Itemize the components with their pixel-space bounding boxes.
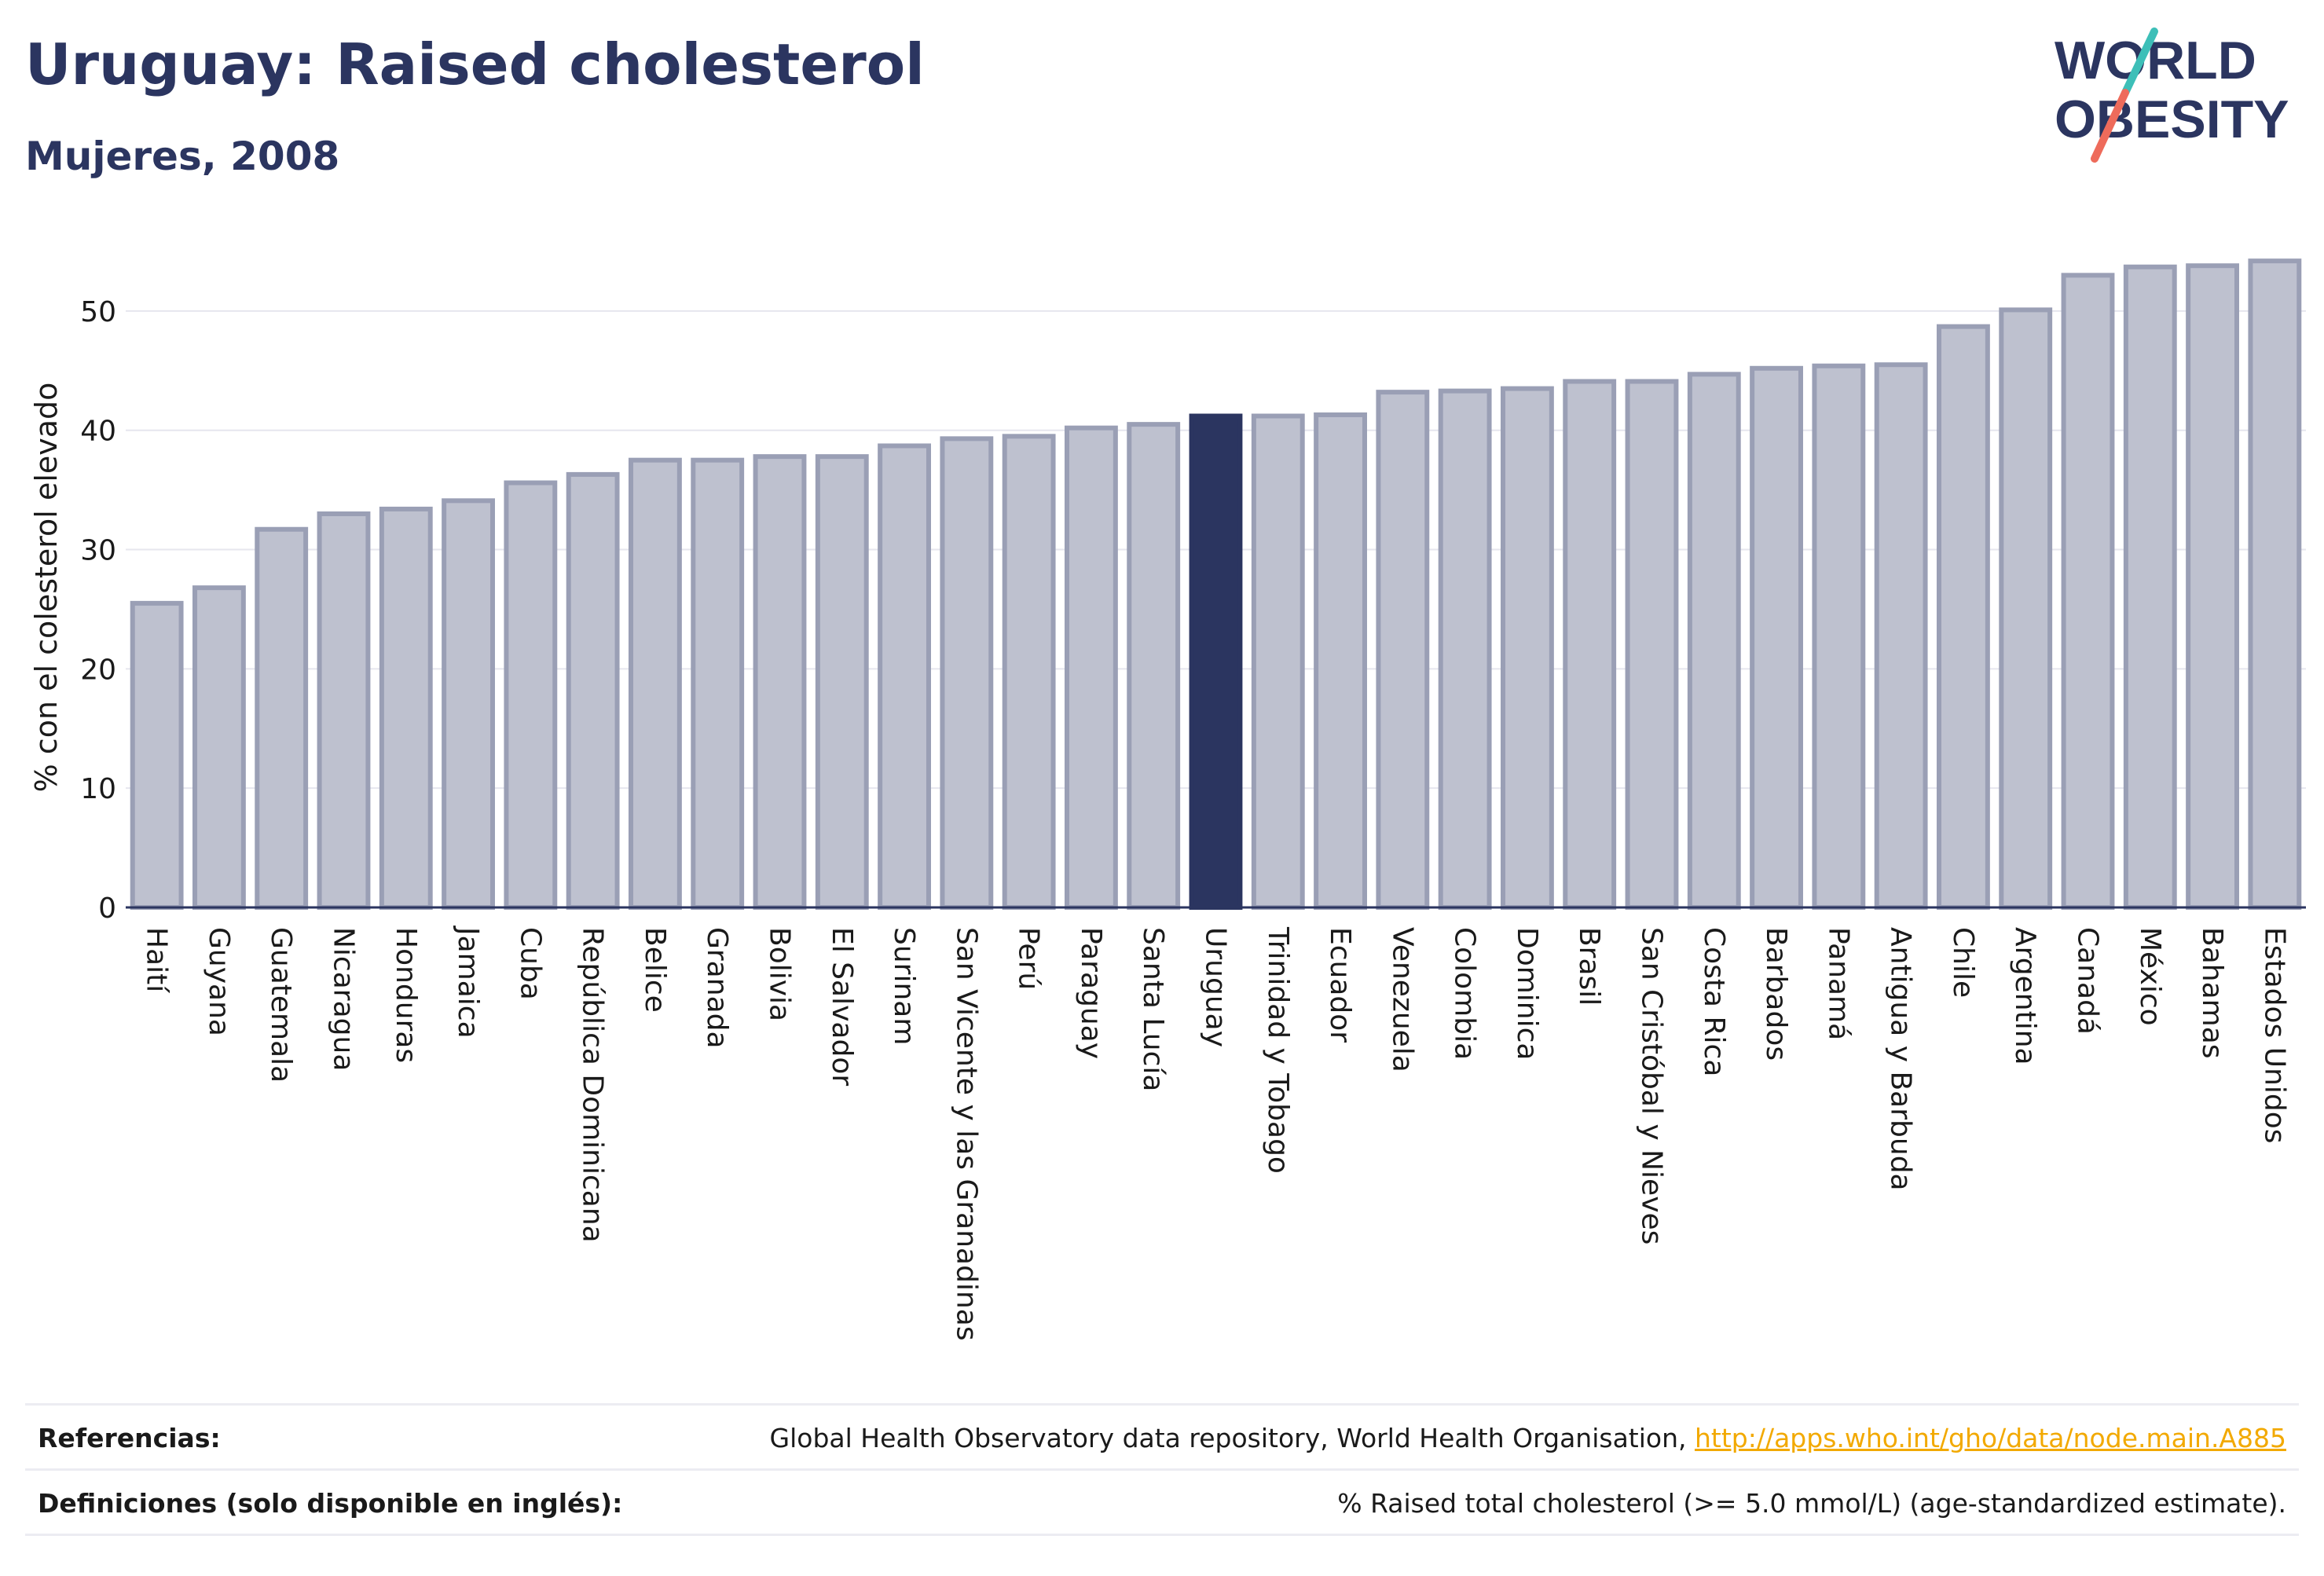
y-tick-label: 0 (98, 892, 116, 925)
bar-18 (1251, 413, 1305, 910)
y-axis-label: % con el colesterol elevado (29, 383, 64, 793)
x-tick-label: Dominica (1511, 927, 1543, 1061)
x-tick-label: San Vicente y las Granadinas (950, 927, 982, 1341)
references-row: Referencias: Global Health Observatory d… (25, 1403, 2299, 1468)
x-tick-label: Haití (141, 927, 173, 993)
y-tick-label: 20 (80, 654, 116, 686)
bar-6 (504, 480, 558, 910)
x-tick-label: Canadá (2072, 927, 2104, 1035)
bars (130, 258, 2302, 911)
x-tick-label: Nicaragua (328, 927, 360, 1071)
x-tick-label: Paraguay (1075, 927, 1107, 1059)
references-value: Global Health Observatory data repositor… (770, 1423, 2286, 1453)
x-tick-label: Barbados (1760, 927, 1792, 1061)
x-tick-label: Santa Lucía (1137, 927, 1169, 1091)
y-tick-label: 30 (80, 535, 116, 567)
y-tick-labels: 0 10 20 30 40 50 (80, 296, 116, 925)
x-tick-label: Belice (639, 927, 671, 1013)
chart-subtitle: Mujeres, 2008 (25, 134, 340, 179)
x-tick-label: Bahamas (2196, 927, 2228, 1059)
references-link[interactable]: http://apps.who.int/gho/data/node.main.A… (1694, 1423, 2286, 1453)
x-tick-label: Chile (1947, 927, 1979, 998)
definitions-row: Definiciones (solo disponible en inglés)… (25, 1468, 2299, 1534)
bar-31 (2061, 273, 2115, 910)
definitions-value: % Raised total cholesterol (>= 5.0 mmol/… (1337, 1488, 2286, 1519)
x-tick-label: Trinidad y Tobago (1262, 926, 1294, 1174)
y-tick-label: 50 (80, 296, 116, 328)
x-tick-label: Venezuela (1386, 927, 1418, 1072)
bar-34 (2248, 258, 2302, 910)
x-tick-label: Brasil (1573, 927, 1605, 1006)
bar-30 (1999, 307, 2053, 910)
x-tick-label: Antigua y Barbuda (1885, 927, 1917, 1191)
x-tick-label: República Dominicana (577, 927, 609, 1243)
bar-11 (815, 454, 869, 910)
bar-16 (1127, 422, 1181, 910)
bar-10 (753, 454, 807, 910)
x-tick-label: México (2134, 927, 2166, 1026)
chart-title: Uruguay: Raised cholesterol (25, 31, 925, 97)
footer-divider (25, 1534, 2299, 1536)
x-tick-label: Uruguay (1200, 927, 1232, 1047)
bar-13 (940, 436, 994, 910)
bar-5 (442, 498, 495, 910)
x-tick-label: Surinam (888, 927, 920, 1045)
bar-32 (2123, 264, 2177, 910)
x-tick-label: Granada (701, 927, 733, 1049)
x-tick-label: Jamaica (452, 925, 484, 1039)
bar-28 (1874, 362, 1928, 910)
logo-word-world: WORLD (2055, 31, 2256, 90)
bar-2 (255, 526, 309, 911)
bar-15 (1065, 425, 1118, 910)
x-tick-label: Panamá (1822, 927, 1854, 1040)
x-tick-label: Estados Unidos (2258, 927, 2290, 1144)
bar-29 (1937, 324, 1990, 910)
bar-22 (1501, 386, 1554, 911)
bar-26 (1750, 365, 1803, 911)
logo-slash-coral (2091, 89, 2129, 163)
x-tick-label: Bolivia (764, 927, 796, 1021)
y-tick-label: 40 (80, 416, 116, 448)
definitions-label: Definiciones (solo disponible en inglés)… (38, 1488, 623, 1519)
references-label: Referencias: (38, 1423, 221, 1453)
x-tick-label: Costa Rica (1698, 927, 1730, 1076)
logo-slash-teal (2121, 27, 2158, 97)
bar-8 (629, 457, 682, 910)
bar-4 (379, 506, 433, 910)
x-tick-label: Colombia (1449, 927, 1481, 1060)
bar-12 (878, 443, 931, 910)
bar-9 (691, 457, 745, 910)
bar-19 (1314, 412, 1367, 910)
x-tick-label: Perú (1013, 927, 1045, 990)
bar-7 (566, 471, 620, 910)
bar-1 (192, 585, 246, 910)
bar-20 (1376, 390, 1430, 910)
x-tick-label: Guyana (203, 927, 235, 1036)
y-tick-label: 10 (80, 773, 116, 805)
x-tick-label: El Salvador (826, 927, 858, 1086)
bar-33 (2186, 263, 2239, 910)
x-tick-label: San Cristóbal y Nieves (1636, 927, 1668, 1244)
references-text: Global Health Observatory data repositor… (769, 1423, 1695, 1453)
world-obesity-logo: WORLD OBESITY (2055, 27, 2289, 163)
bar-24 (1625, 379, 1679, 910)
bar-25 (1687, 372, 1741, 910)
x-tick-label: Cuba (514, 927, 546, 1000)
bar-21 (1438, 388, 1492, 910)
bar-14 (1002, 434, 1056, 910)
x-tick-label: Honduras (390, 927, 422, 1063)
x-tick-label: Guatemala (265, 927, 297, 1083)
bar-23 (1563, 379, 1617, 910)
bar-0 (130, 600, 184, 910)
x-tick-labels: Haití Guyana Guatemala Nicaragua Honduras Jam… (141, 925, 2291, 1341)
x-tick-label: Ecuador (1324, 927, 1356, 1043)
bar-27 (1812, 363, 1866, 910)
logo-word-obesity: OBESITY (2055, 90, 2289, 149)
bar-chart: 0 10 20 30 40 50 Haití Guyana Guatemala Nicaragu… (29, 258, 2306, 1341)
x-tick-label: Argentina (2009, 927, 2041, 1065)
bar-3 (317, 511, 371, 910)
bar-17 (1189, 413, 1243, 910)
